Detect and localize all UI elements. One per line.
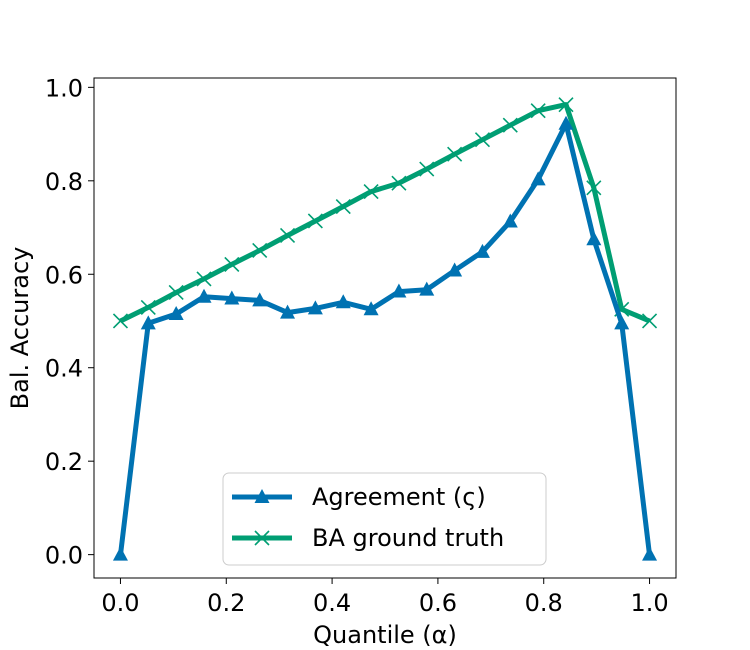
y-axis-label: Bal. Accuracy: [6, 247, 34, 410]
data-point-agreement: [224, 290, 240, 305]
plot-frame: [93, 77, 677, 579]
legend-triangle-marker-icon: [254, 489, 270, 503]
data-point-ba-ground-truth: [502, 117, 518, 133]
y-tick-label: 0.2: [45, 448, 83, 476]
x-tick-label: 0.8: [525, 589, 563, 617]
data-point-ba-ground-truth: [447, 146, 463, 162]
data-point-agreement: [140, 315, 156, 330]
data-point-ba-ground-truth: [252, 242, 268, 258]
data-point-ba-ground-truth: [224, 256, 240, 273]
data-point-ba-ground-truth: [168, 284, 184, 301]
data-point-agreement: [168, 305, 184, 320]
legend-entry-agreement: Agreement (ς): [232, 483, 486, 511]
data-point-ba-ground-truth: [558, 97, 574, 113]
y-tick-label: 1.0: [45, 74, 83, 102]
data-point-agreement: [112, 546, 128, 561]
y-axis: 0.0 0.2 0.4 0.6 0.8 1.0: [45, 74, 94, 570]
data-point-ba-ground-truth: [641, 313, 658, 329]
data-point-agreement: [447, 262, 463, 277]
data-point-ba-ground-truth: [140, 299, 156, 316]
data-point-agreement: [280, 304, 296, 319]
legend-x-marker-icon: [254, 530, 270, 546]
data-point-agreement: [363, 301, 379, 316]
y-tick-label: 0.0: [45, 542, 83, 570]
data-point-agreement: [586, 231, 602, 246]
x-tick-label: 0.4: [313, 589, 351, 617]
data-point-ba-ground-truth: [112, 313, 129, 329]
x-tick-label: 0.2: [207, 589, 245, 617]
y-tick-label: 0.6: [45, 261, 83, 289]
data-point-ba-ground-truth: [363, 183, 379, 200]
data-point-ba-ground-truth: [279, 227, 296, 244]
data-point-agreement: [196, 288, 212, 303]
data-point-ba-ground-truth: [474, 132, 491, 148]
data-point-agreement: [335, 294, 351, 309]
plot-series: [112, 97, 658, 561]
data-point-ba-ground-truth: [391, 175, 407, 191]
data-point-agreement: [307, 300, 323, 315]
x-tick-label: 1.0: [630, 589, 668, 617]
data-point-agreement: [474, 243, 490, 258]
data-point-ba-ground-truth: [586, 180, 602, 196]
x-axis-label: Quantile (α): [313, 621, 457, 649]
legend-label-ba-ground-truth: BA ground truth: [312, 524, 504, 552]
data-point-agreement: [530, 171, 546, 186]
data-point-agreement: [391, 283, 407, 298]
data-point-agreement: [502, 213, 518, 228]
data-point-ba-ground-truth: [335, 198, 351, 215]
data-point-agreement: [419, 281, 435, 296]
legend-box: [222, 472, 547, 566]
data-point-agreement: [614, 315, 630, 330]
x-tick-label: 0.6: [419, 589, 457, 617]
y-tick-label: 0.8: [45, 168, 83, 196]
data-point-ba-ground-truth: [307, 213, 323, 229]
data-point-agreement: [642, 546, 658, 561]
legend-label-agreement: Agreement (ς): [312, 483, 486, 511]
data-point-ba-ground-truth: [530, 103, 546, 119]
x-tick-label: 0.0: [101, 589, 139, 617]
data-point-agreement: [558, 115, 574, 130]
y-tick-label: 0.4: [45, 355, 83, 383]
data-point-ba-ground-truth: [196, 271, 212, 287]
series-line-agreement: [118, 121, 652, 555]
series-line-ba-ground-truth: [119, 102, 651, 324]
legend: Agreement (ς) BA ground truth: [222, 472, 547, 566]
data-point-ba-ground-truth: [419, 161, 435, 177]
data-point-agreement: [252, 292, 268, 307]
x-axis: 0.0 0.2 0.4 0.6 0.8 1.0: [101, 578, 669, 617]
legend-entry-ba-ground-truth: BA ground truth: [232, 524, 504, 552]
